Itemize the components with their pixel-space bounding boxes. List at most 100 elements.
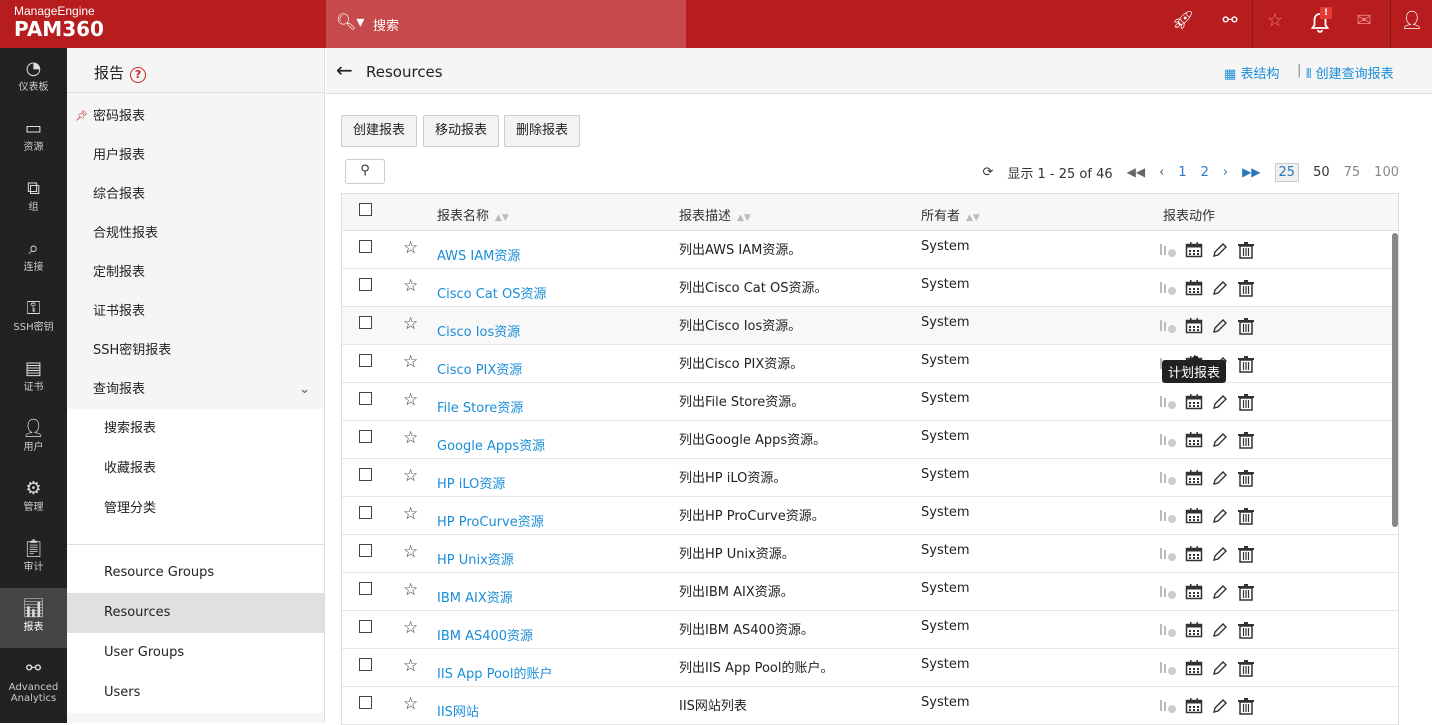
nav-item[interactable]: 👤︎ 用户: [0, 408, 67, 468]
schedule-calendar-icon[interactable]: [1185, 507, 1203, 525]
sidebar-item[interactable]: 📌︎ 密码报表: [67, 97, 324, 136]
sidebar-item[interactable]: 证书报表: [93, 304, 146, 319]
favorite-star-icon[interactable]: ☆: [403, 580, 419, 600]
report-name-link[interactable]: Cisco PIX资源: [437, 363, 523, 378]
favorite-star-icon[interactable]: ☆: [403, 504, 419, 524]
row-checkbox[interactable]: [359, 696, 372, 709]
sidebar-item[interactable]: 用户报表: [93, 148, 146, 163]
edit-pencil-icon[interactable]: [1211, 279, 1229, 297]
row-checkbox[interactable]: [359, 316, 372, 329]
link-icon[interactable]: ⚯: [1222, 10, 1238, 31]
report-name-link[interactable]: Google Apps资源: [437, 439, 546, 454]
trash-icon[interactable]: [1237, 241, 1255, 259]
nav-item[interactable]: 📋︎ 审计: [0, 528, 67, 588]
pin-icon[interactable]: 📌︎: [75, 111, 88, 122]
row-checkbox[interactable]: [359, 506, 372, 519]
row-checkbox[interactable]: [359, 430, 372, 443]
trash-icon[interactable]: [1237, 317, 1255, 335]
edit-pencil-icon[interactable]: [1211, 659, 1229, 677]
nav-item[interactable]: ⚯ Advanced Analytics: [0, 648, 67, 708]
row-checkbox[interactable]: [359, 468, 372, 481]
col-desc[interactable]: 报表描述 ▲▼: [679, 209, 751, 224]
schedule-calendar-icon[interactable]: [1185, 279, 1203, 297]
trash-icon[interactable]: [1237, 659, 1255, 677]
favorite-star-icon[interactable]: ☆: [403, 618, 419, 638]
trash-icon[interactable]: [1237, 469, 1255, 487]
sidebar-item[interactable]: 综合报表: [93, 187, 146, 202]
nav-item[interactable]: ▤ 证书: [0, 348, 67, 408]
sidebar-item[interactable]: 查询报表 ⌄: [67, 370, 324, 409]
edit-pencil-icon[interactable]: [1211, 469, 1229, 487]
schedule-calendar-icon[interactable]: [1185, 583, 1203, 601]
search-icon[interactable]: 🔍︎▾: [336, 12, 365, 31]
page-size-50[interactable]: 50: [1313, 164, 1330, 180]
next-page-icon[interactable]: ›: [1222, 164, 1229, 180]
logo[interactable]: ManageEngine PAM360: [14, 4, 104, 40]
trash-icon[interactable]: [1237, 697, 1255, 715]
chevron-down-icon[interactable]: ⌄: [299, 382, 310, 397]
page-2[interactable]: 2: [1200, 164, 1209, 180]
create-query-report-link[interactable]: ⫴ 创建查询报表: [1306, 67, 1394, 82]
report-name-link[interactable]: IIS网站: [437, 705, 479, 720]
nav-item[interactable]: ▭ 资源: [0, 108, 67, 168]
sidebar-sub-item[interactable]: 管理分类: [104, 501, 157, 516]
sidebar-sub-item[interactable]: 搜索报表: [104, 421, 157, 436]
favorite-star-icon[interactable]: ☆: [403, 238, 419, 258]
scrollbar[interactable]: [1392, 233, 1398, 527]
edit-pencil-icon[interactable]: [1211, 431, 1229, 449]
favorite-star-icon[interactable]: ☆: [403, 314, 419, 334]
report-name-link[interactable]: HP iLO资源: [437, 477, 506, 492]
trash-icon[interactable]: [1237, 393, 1255, 411]
favorite-star-icon[interactable]: ☆: [403, 656, 419, 676]
row-checkbox[interactable]: [359, 620, 372, 633]
trash-icon[interactable]: [1237, 583, 1255, 601]
favorite-star-icon[interactable]: ☆: [403, 428, 419, 448]
favorite-star-icon[interactable]: ☆: [403, 542, 419, 562]
trash-icon[interactable]: [1237, 355, 1255, 373]
edit-pencil-icon[interactable]: [1211, 621, 1229, 639]
page-1[interactable]: 1: [1178, 164, 1187, 180]
edit-pencil-icon[interactable]: [1211, 507, 1229, 525]
schedule-calendar-icon[interactable]: [1185, 317, 1203, 335]
edit-pencil-icon[interactable]: [1211, 393, 1229, 411]
trash-icon[interactable]: [1237, 279, 1255, 297]
schedule-calendar-icon[interactable]: [1185, 393, 1203, 411]
schedule-calendar-icon[interactable]: [1185, 659, 1203, 677]
help-icon[interactable]: ?: [130, 67, 147, 83]
trash-icon[interactable]: [1237, 621, 1255, 639]
trash-icon[interactable]: [1237, 545, 1255, 563]
sidebar-item[interactable]: 合规性报表: [93, 226, 159, 241]
nav-item[interactable]: 📊︎ 报表: [0, 588, 67, 648]
schema-link[interactable]: ▦ 表结构: [1224, 67, 1280, 82]
favorite-star-icon[interactable]: ☆: [403, 694, 419, 714]
row-checkbox[interactable]: [359, 354, 372, 367]
table-search-button[interactable]: ⚲: [345, 159, 385, 184]
favorite-star-icon[interactable]: ☆: [403, 466, 419, 486]
row-checkbox[interactable]: [359, 392, 372, 405]
rocket-icon[interactable]: 🚀︎: [1171, 10, 1195, 31]
sidebar-group-item[interactable]: Resources: [67, 593, 324, 633]
sidebar-sub-item[interactable]: 收藏报表: [104, 461, 157, 476]
nav-item[interactable]: ⧉ 组: [0, 168, 67, 228]
search-bar[interactable]: 🔍︎▾ 搜索: [326, 0, 686, 48]
row-checkbox[interactable]: [359, 278, 372, 291]
last-page-icon[interactable]: ▶▶: [1242, 165, 1261, 179]
report-name-link[interactable]: HP ProCurve资源: [437, 515, 544, 530]
sidebar-group-item[interactable]: Resource Groups: [104, 565, 215, 580]
sidebar-group-item[interactable]: User Groups: [104, 645, 185, 660]
sidebar-item[interactable]: 定制报表: [93, 265, 146, 280]
move-report-button[interactable]: 移动报表: [423, 115, 500, 147]
prev-page-icon[interactable]: ‹: [1159, 164, 1165, 180]
schedule-calendar-icon[interactable]: [1185, 241, 1203, 259]
col-name[interactable]: 报表名称 ▲▼: [437, 209, 509, 224]
edit-pencil-icon[interactable]: [1211, 545, 1229, 563]
search-input[interactable]: 搜索: [373, 19, 400, 34]
first-page-icon[interactable]: ◀◀: [1126, 165, 1146, 179]
favorite-star-icon[interactable]: ☆: [403, 352, 419, 372]
edit-pencil-icon[interactable]: [1211, 583, 1229, 601]
report-name-link[interactable]: Cisco Ios资源: [437, 325, 521, 340]
col-owner[interactable]: 所有者 ▲▼: [921, 209, 980, 224]
create-report-button[interactable]: 创建报表: [341, 115, 418, 147]
row-checkbox[interactable]: [359, 658, 372, 671]
page-size-25[interactable]: 25: [1274, 162, 1300, 182]
